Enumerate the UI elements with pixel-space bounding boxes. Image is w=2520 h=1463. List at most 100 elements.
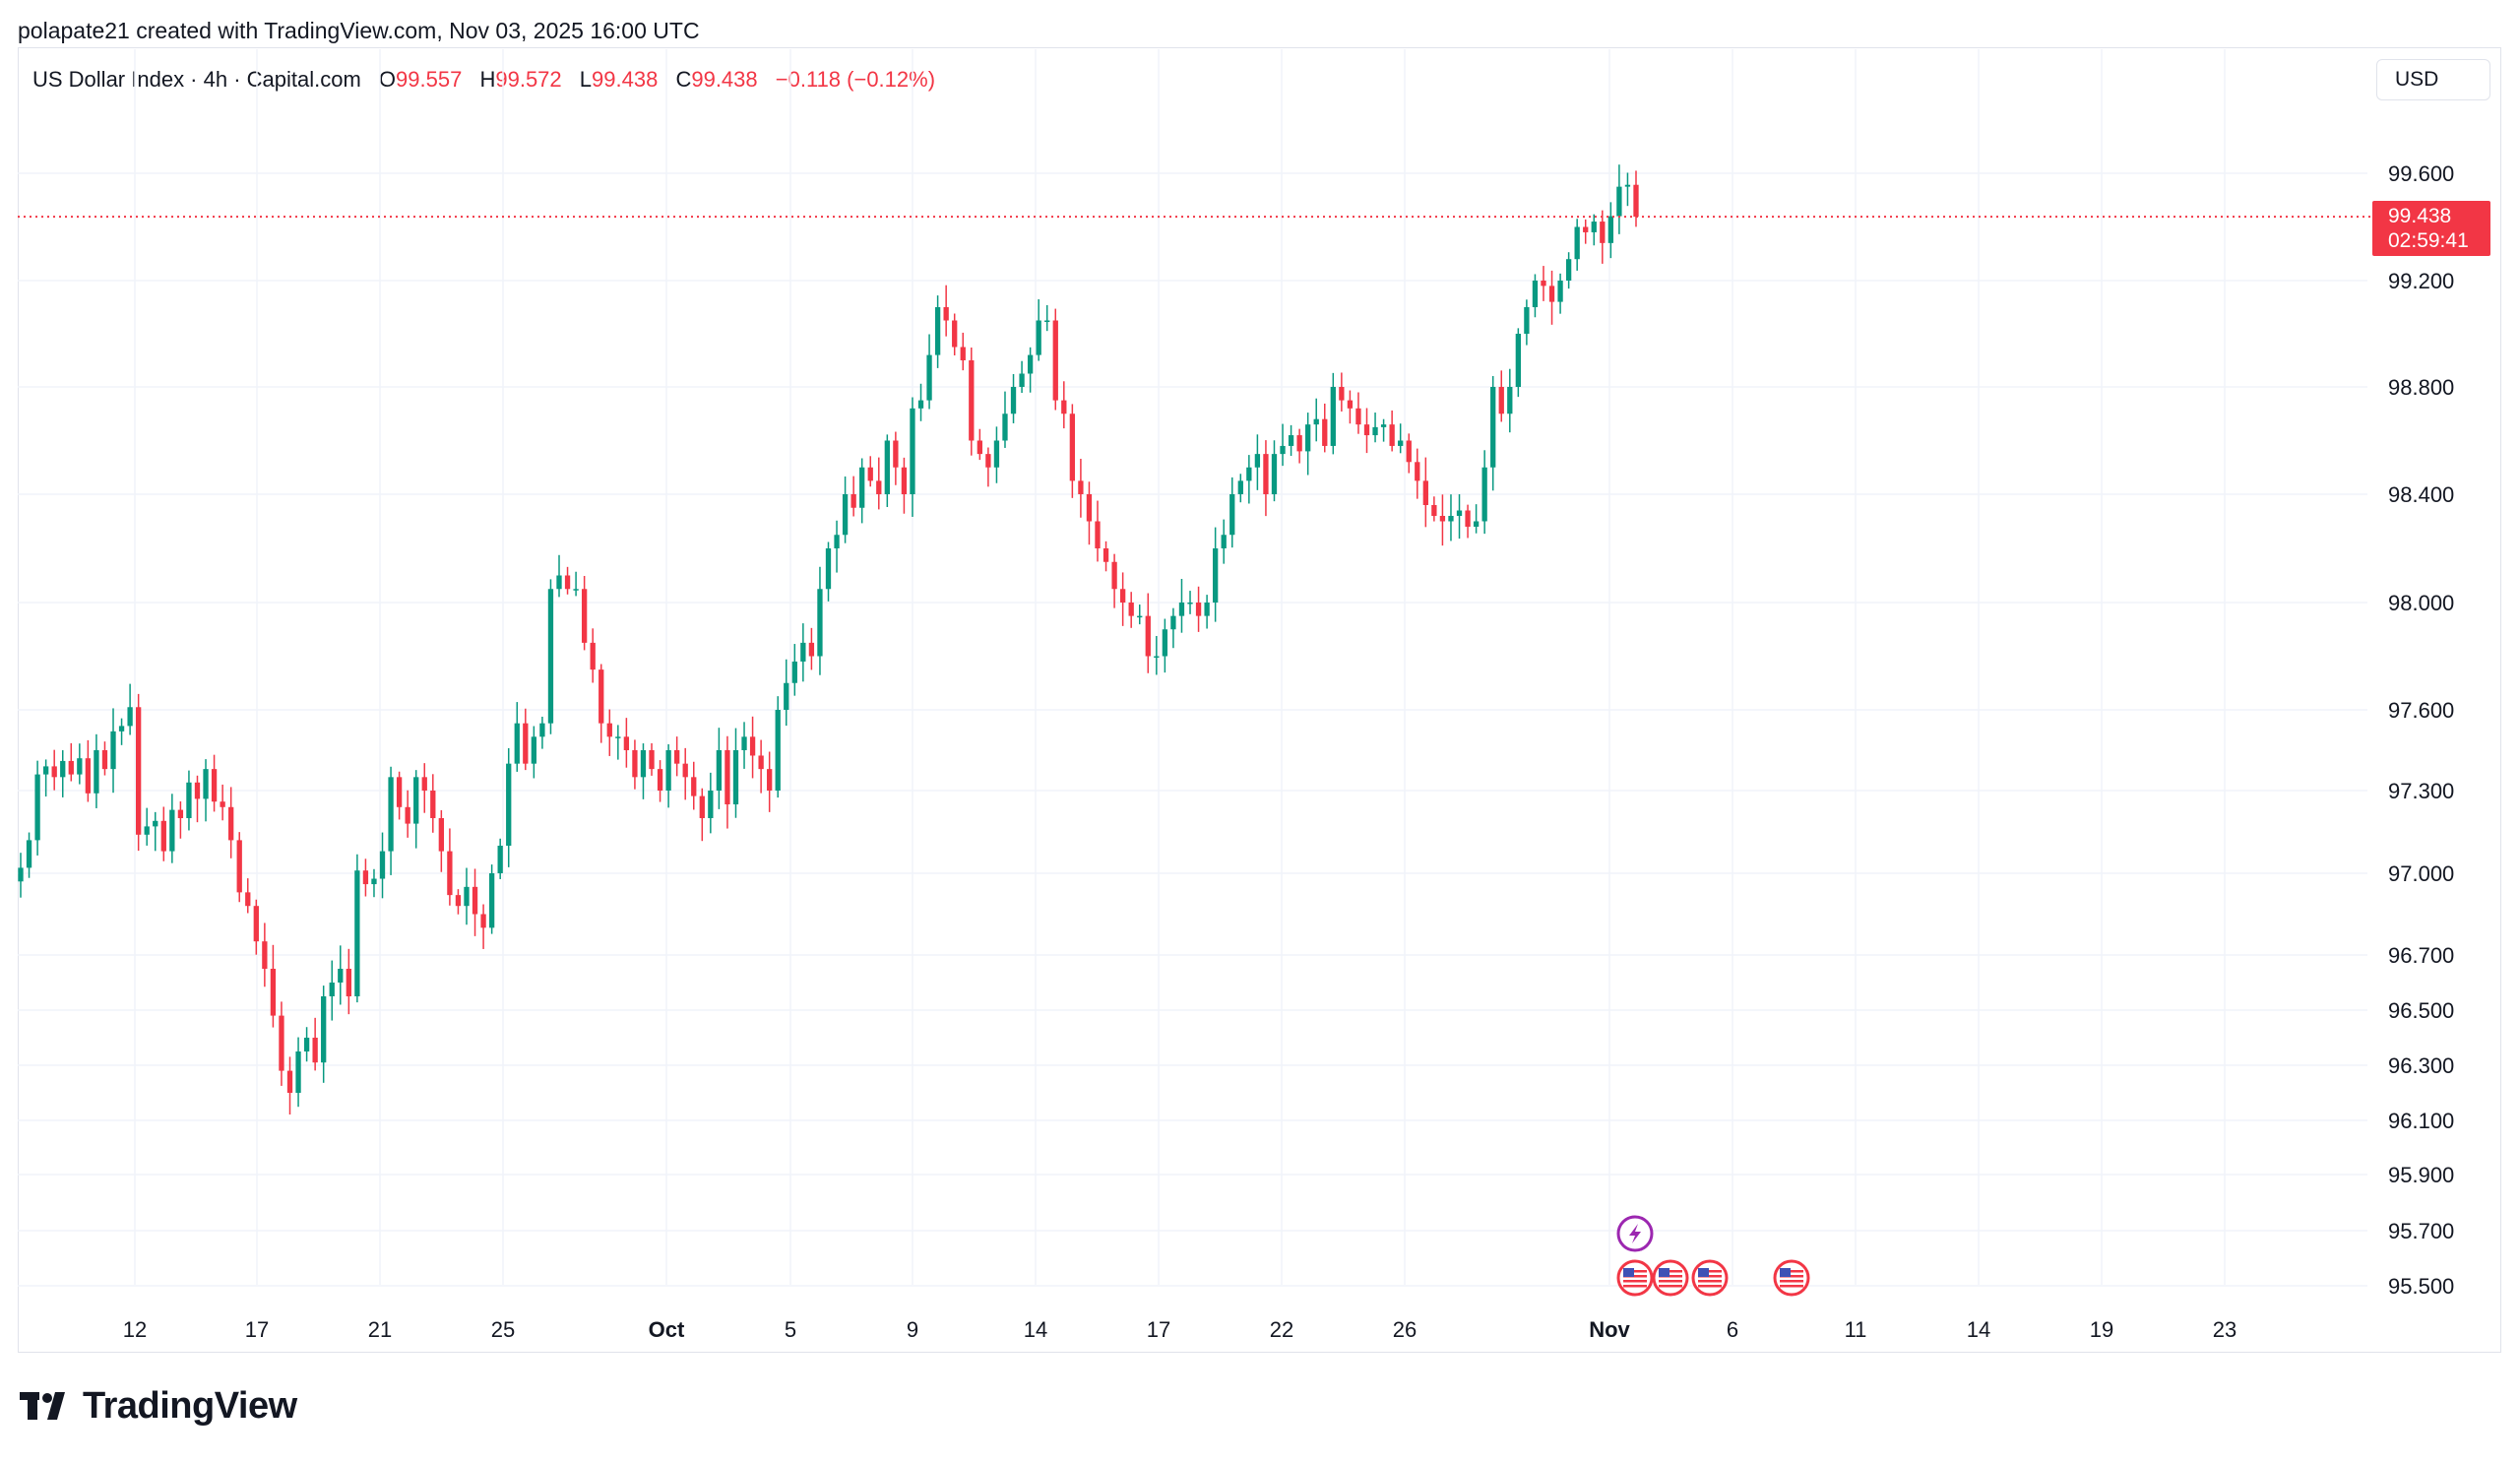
candle: [842, 476, 849, 543]
candle-body: [1010, 387, 1017, 414]
time-tick-label: 21: [368, 1317, 392, 1342]
candle-body: [194, 782, 201, 799]
candle-body: [388, 777, 394, 852]
candle: [1524, 299, 1530, 346]
candle: [1439, 494, 1446, 546]
price-axis[interactable]: 99.600 99.200 98.800 98.400 98.000 97.600 97.3…: [2388, 161, 2454, 1299]
candle-body: [682, 763, 688, 778]
candle-body: [136, 707, 142, 835]
open-label: O: [378, 67, 397, 92]
candle-body: [724, 750, 730, 804]
event-circle: [1652, 1259, 1689, 1297]
us-flag-icon[interactable]: [1691, 1259, 1729, 1297]
candle: [859, 458, 865, 524]
candle-body: [674, 750, 680, 764]
candle-body: [169, 809, 175, 852]
candle-body: [1027, 354, 1034, 374]
candle-body: [1213, 548, 1219, 603]
candle-body: [438, 818, 444, 852]
candle-body: [1591, 222, 1597, 232]
candle-body: [362, 870, 369, 885]
candle-body: [488, 873, 495, 928]
symbol-name[interactable]: US Dollar Index · 4h · Capital.com: [32, 67, 361, 92]
candle-body: [497, 846, 503, 873]
candle: [1633, 170, 1639, 227]
candle: [362, 859, 369, 897]
candle: [177, 800, 184, 839]
candle-body: [800, 642, 806, 662]
candle: [724, 735, 730, 829]
candle-body: [1002, 413, 1008, 441]
candle-body: [1431, 505, 1437, 516]
candle: [1574, 219, 1580, 271]
candle-body: [767, 769, 773, 791]
candle: [523, 708, 529, 771]
candle: [1363, 408, 1370, 454]
candle-body: [775, 710, 781, 791]
us-flag-icon[interactable]: [1616, 1259, 1654, 1297]
candle: [1254, 434, 1261, 490]
candle-body: [1439, 516, 1446, 522]
price-tick-label: 97.600: [2388, 698, 2454, 723]
candle: [590, 628, 596, 683]
candle: [1246, 455, 1252, 504]
candle: [136, 693, 142, 852]
candle-body: [699, 795, 705, 818]
candle-body: [581, 589, 588, 643]
candle-body: [758, 755, 764, 770]
candle-body: [1532, 281, 1539, 307]
candle: [1415, 448, 1420, 499]
candle-body: [910, 408, 915, 494]
candle-body: [784, 682, 789, 710]
candle: [186, 770, 192, 831]
candle-body: [1128, 603, 1134, 616]
candle: [68, 742, 74, 782]
candle: [1128, 592, 1134, 628]
candle: [1069, 404, 1076, 498]
candle: [1305, 413, 1311, 476]
candle-body: [1473, 521, 1480, 527]
candle-body: [1624, 184, 1631, 187]
time-axis[interactable]: 12 17 21 25 Oct 5 9 14 17 22 26 Nov 6 11 14 19 23: [123, 1317, 2236, 1342]
candle-body: [1415, 462, 1420, 481]
candle: [1178, 578, 1185, 633]
tradingview-logo[interactable]: TradingView: [20, 1385, 297, 1427]
candle-body: [447, 851, 453, 896]
symbol-legend: US Dollar Index · 4h · Capital.com O99.5…: [32, 67, 935, 93]
event-circle: [1691, 1259, 1729, 1297]
candle-body: [623, 736, 630, 750]
last-price-value: 99.438: [2388, 205, 2452, 227]
us-flag-icon[interactable]: [1652, 1259, 1689, 1297]
candle-body: [1465, 510, 1471, 527]
candle-body: [346, 969, 351, 996]
candle: [657, 760, 663, 802]
candle-body: [94, 750, 99, 794]
candle: [969, 348, 975, 456]
candle: [581, 575, 588, 651]
us-flag-icon[interactable]: [1773, 1259, 1810, 1297]
candle-body: [42, 766, 49, 775]
candle-body: [1288, 435, 1294, 446]
candle: [1490, 375, 1496, 491]
candle: [893, 431, 899, 485]
candle: [514, 702, 520, 772]
event-markers[interactable]: [1616, 1215, 1810, 1297]
time-tick-label: 9: [907, 1317, 918, 1342]
candle: [203, 759, 209, 822]
candle-body: [926, 354, 932, 401]
lightning-event-icon[interactable]: [1616, 1215, 1654, 1252]
candle: [211, 754, 218, 812]
candle: [354, 854, 360, 1003]
candle-body: [749, 736, 756, 756]
candle: [455, 889, 462, 915]
flag-stripe: [1659, 1280, 1682, 1283]
candle: [952, 313, 958, 355]
candle-body: [523, 723, 529, 764]
currency-button[interactable]: USD: [2376, 59, 2490, 100]
candle: [1095, 500, 1101, 562]
flag-stripe: [1659, 1275, 1682, 1278]
event-circle: [1616, 1259, 1654, 1297]
candle: [775, 696, 781, 798]
candle: [674, 736, 680, 777]
